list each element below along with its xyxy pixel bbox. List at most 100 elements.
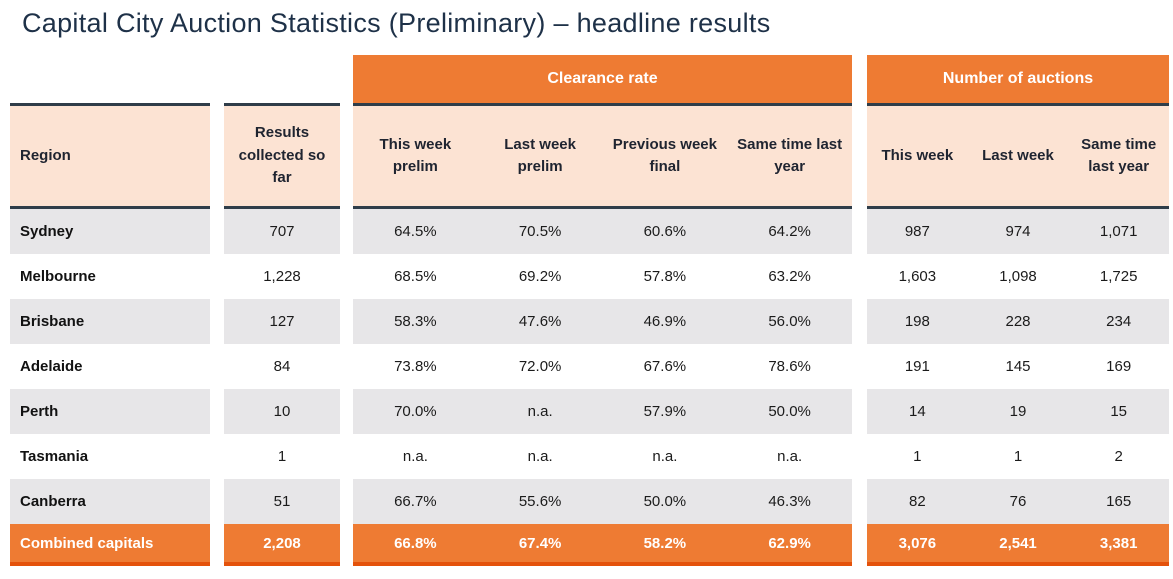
table-row: Canberra 51 66.7% 55.6% 50.0% 46.3% 82 76 165	[10, 479, 1173, 524]
column-gap	[210, 55, 224, 103]
auctions-value-cell: 228	[1005, 313, 1031, 330]
banner-spacer	[10, 55, 210, 103]
column-gap	[210, 524, 224, 566]
clearance-value-cell: n.a.	[652, 448, 678, 465]
column-gap	[210, 479, 224, 524]
column-gap	[210, 389, 224, 434]
column-header-auctions-2: Same time last year	[1081, 135, 1157, 176]
table-row: Melbourne 1,228 68.5% 69.2% 57.8% 63.2% 1,603 1…	[10, 254, 1173, 299]
column-header-clearance-2: Previous week final	[612, 135, 717, 176]
column-gap	[852, 55, 867, 103]
column-header-row: Region Results collected so far This wee…	[10, 103, 1173, 209]
column-header-clearance-1: Last week prelim	[504, 135, 576, 176]
column-gap	[340, 524, 353, 566]
table-row: Brisbane 127 58.3% 47.6% 46.9% 56.0% 198 228 234	[10, 299, 1173, 344]
column-gap	[340, 344, 353, 389]
clearance-value-cell: 58.2%	[643, 534, 687, 552]
column-gap	[340, 209, 353, 254]
clearance-rate-group-header: Clearance rate	[353, 55, 852, 103]
clearance-value-cell: 58.3%	[394, 313, 437, 330]
clearance-value-cell: 69.2%	[518, 268, 562, 285]
auctions-value-cells: 1 1 2	[867, 434, 1169, 479]
clearance-value-cell: 60.6%	[643, 223, 687, 240]
clearance-value-cells: 58.3% 47.6% 46.9% 56.0%	[353, 299, 852, 344]
auctions-value-cell: 15	[1110, 403, 1128, 420]
clearance-value-cell: n.a.	[402, 448, 428, 465]
clearance-value-cell: 64.5%	[394, 223, 437, 240]
auctions-value-cells: 987 974 1,071	[867, 209, 1169, 254]
column-gap	[852, 344, 867, 389]
auctions-value-cell: 974	[1005, 223, 1031, 240]
region-cell: Combined capitals	[10, 524, 210, 566]
column-gap	[210, 434, 224, 479]
column-gap	[852, 434, 867, 479]
clearance-value-cell: 50.0%	[768, 403, 811, 420]
clearance-value-cell: 63.2%	[768, 268, 811, 285]
column-gap	[210, 344, 224, 389]
auctions-value-cell: 3,076	[898, 534, 937, 552]
column-gap	[852, 299, 867, 344]
clearance-value-cell: 70.0%	[394, 403, 437, 420]
auctions-value-cells: 3,076 2,541 3,381	[867, 524, 1169, 566]
results-collected-cell: 707	[224, 209, 340, 254]
clearance-value-cell: 57.8%	[643, 268, 687, 285]
column-gap	[852, 389, 867, 434]
auctions-value-cell: 76	[1009, 493, 1027, 510]
clearance-value-cell: 57.9%	[643, 403, 687, 420]
banner-spacer	[224, 55, 340, 103]
results-collected-cell: 1,228	[263, 268, 301, 285]
clearance-value-cells: 64.5% 70.5% 60.6% 64.2%	[353, 209, 852, 254]
clearance-value-cells: 66.8% 67.4% 58.2% 62.9%	[353, 524, 852, 566]
clearance-value-cell: 73.8%	[394, 358, 437, 375]
column-gap	[852, 103, 867, 209]
clearance-value-cell: 72.0%	[518, 358, 562, 375]
auctions-value-cell: 191	[904, 358, 930, 375]
column-header-clearance-3: Same time last year	[737, 135, 843, 176]
table-row: Combined capitals 2,208 66.8% 67.4% 58.2% 62.…	[10, 524, 1173, 566]
auctions-value-cell: 198	[904, 313, 930, 330]
table-row: Perth 10 70.0% n.a. 57.9% 50.0% 14 19 15	[10, 389, 1173, 434]
auctions-value-cell: 14	[908, 403, 926, 420]
column-header-auctions-0: This week	[881, 146, 954, 164]
clearance-value-cell: n.a.	[527, 403, 553, 420]
auctions-value-cell: 82	[908, 493, 926, 510]
clearance-value-cell: 47.6%	[518, 313, 562, 330]
clearance-value-cell: 46.9%	[643, 313, 687, 330]
auctions-value-cell: 1	[1013, 448, 1023, 465]
column-header-clearance-0: This week prelim	[379, 135, 452, 176]
page-title: Capital City Auction Statistics (Prelimi…	[22, 8, 771, 38]
auctions-value-cells: 14 19 15	[867, 389, 1169, 434]
auctions-value-cell: 165	[1106, 493, 1132, 510]
column-gap	[340, 254, 353, 299]
auctions-value-cell: 169	[1106, 358, 1132, 375]
clearance-header-cells: This week prelim Last week prelim Previous…	[353, 103, 852, 209]
table-row: Sydney 707 64.5% 70.5% 60.6% 64.2% 987 974 1,071	[10, 209, 1173, 254]
auctions-value-cell: 1,071	[1099, 223, 1138, 240]
column-gap	[340, 479, 353, 524]
auctions-value-cells: 1,603 1,098 1,725	[867, 254, 1169, 299]
clearance-value-cell: 70.5%	[518, 223, 562, 240]
clearance-value-cell: 67.6%	[643, 358, 687, 375]
clearance-value-cell: 66.7%	[394, 493, 437, 510]
auctions-value-cell: 1,603	[898, 268, 937, 285]
clearance-value-cell: 56.0%	[768, 313, 811, 330]
region-cell: Tasmania	[20, 448, 89, 465]
results-collected-cell: 84	[273, 358, 291, 375]
auctions-value-cell: 1,098	[999, 268, 1037, 285]
results-collected-cell: 1	[277, 448, 287, 465]
clearance-value-cell: 68.5%	[394, 268, 437, 285]
region-cell: Perth	[10, 389, 210, 434]
column-gap	[210, 299, 224, 344]
region-cell: Brisbane	[10, 299, 210, 344]
clearance-value-cell: 67.4%	[518, 534, 562, 552]
results-collected-cell: 51	[224, 479, 340, 524]
auctions-value-cell: 1	[913, 448, 922, 465]
region-cell: Sydney	[10, 209, 210, 254]
clearance-value-cell: 46.3%	[768, 493, 811, 510]
column-gap	[210, 103, 224, 209]
auctions-header-cells: This week Last week Same time last year	[867, 103, 1169, 209]
clearance-value-cell: 50.0%	[643, 493, 687, 510]
column-gap	[852, 209, 867, 254]
clearance-value-cells: n.a. n.a. n.a. n.a.	[353, 434, 852, 479]
clearance-value-cell: 66.8%	[394, 534, 437, 552]
